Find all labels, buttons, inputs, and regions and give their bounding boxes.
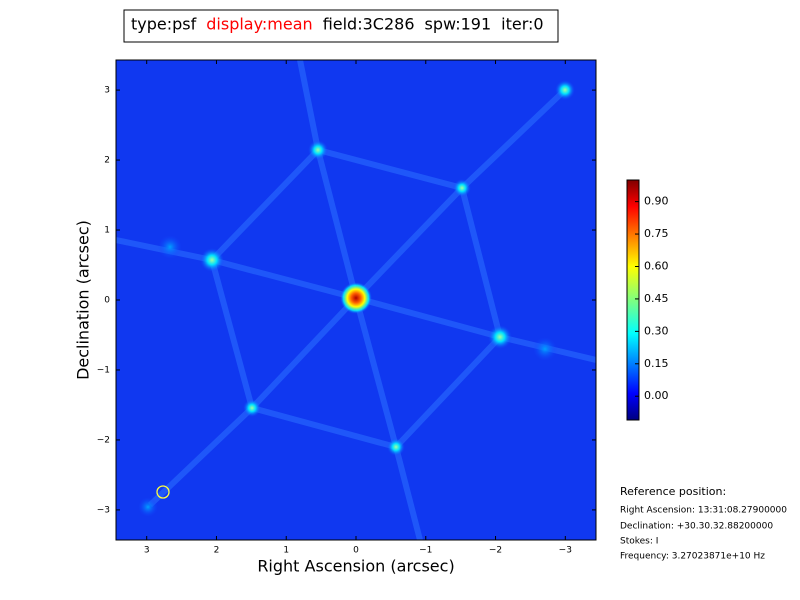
title-part: display:mean <box>206 15 312 34</box>
y-tick-label: −3 <box>97 505 110 515</box>
colorbar-tick-label: 0.75 <box>644 227 669 240</box>
x-tick-label: −2 <box>489 546 502 556</box>
colorbar-tick-label: 0.15 <box>644 357 669 370</box>
colorbar-tick-label: 0.45 <box>644 292 669 305</box>
x-tick-label: −3 <box>559 546 572 556</box>
y-tick-label: 3 <box>104 86 110 96</box>
x-tick-label: −1 <box>419 546 432 556</box>
title-part: spw:191 <box>425 15 492 34</box>
x-tick-label: 0 <box>353 546 359 556</box>
colorbar-tick-label: 0.30 <box>644 324 669 337</box>
colorbar-tick-label: 0.60 <box>644 259 669 272</box>
title-part: field:3C286 <box>323 15 415 34</box>
reference-info: Right Ascension: 13:31:08.27900000 <box>620 506 787 516</box>
colorbar <box>626 179 640 421</box>
reference-info: Reference position: <box>620 485 726 498</box>
x-tick-label: 1 <box>283 546 289 556</box>
reference-info: Stokes: I <box>620 537 658 547</box>
title-box <box>123 9 559 43</box>
title-part: iter:0 <box>501 15 543 34</box>
x-tick-label: 2 <box>214 546 220 556</box>
y-axis-label: Declination (arcsec) <box>74 220 93 380</box>
x-axis-label: Right Ascension (arcsec) <box>257 557 454 576</box>
x-tick-label: 3 <box>144 546 150 556</box>
y-tick-label: 1 <box>104 226 110 236</box>
reference-info: Frequency: 3.27023871e+10 Hz <box>620 552 765 562</box>
y-tick-label: 0 <box>104 296 110 306</box>
y-tick-label: 2 <box>104 156 110 166</box>
psf-image <box>116 60 596 540</box>
title-part: type:psf <box>131 15 197 34</box>
y-tick-label: −1 <box>97 365 110 375</box>
colorbar-tick-label: 0.90 <box>644 195 669 208</box>
reference-info: Declination: +30.30.32.88200000 <box>620 522 773 532</box>
y-tick-label: −2 <box>97 435 110 445</box>
colorbar-tick-label: 0.00 <box>644 389 669 402</box>
